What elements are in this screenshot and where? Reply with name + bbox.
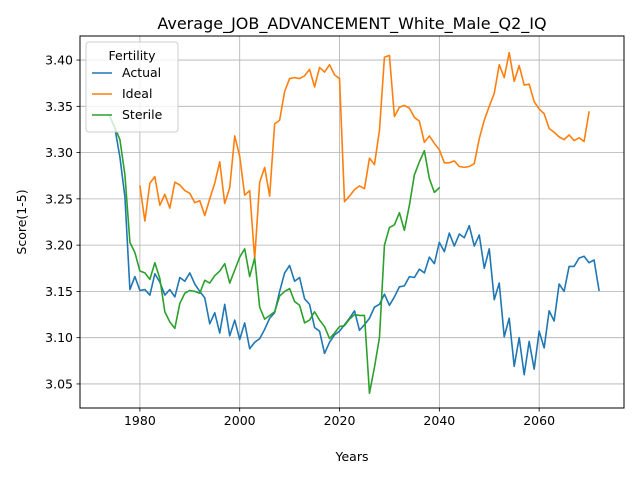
y-tick-label: 3.15 xyxy=(45,284,73,299)
y-tick-label: 3.05 xyxy=(45,376,73,391)
x-tick-label: 2040 xyxy=(423,413,455,428)
chart-title: Average_JOB_ADVANCEMENT_White_Male_Q2_IQ xyxy=(157,14,546,34)
y-tick-label: 3.35 xyxy=(45,99,73,114)
y-tick-label: 3.25 xyxy=(45,191,73,206)
x-tick-label: 1980 xyxy=(124,413,156,428)
legend-label-ideal: Ideal xyxy=(122,86,152,101)
y-tick-label: 3.20 xyxy=(45,238,73,253)
x-axis-label: Years xyxy=(335,449,369,464)
series-line-sterile xyxy=(109,115,441,394)
series-line-actual xyxy=(109,115,600,376)
series-line-ideal xyxy=(139,51,590,260)
plot-frame xyxy=(79,35,625,409)
y-tick-label: 3.10 xyxy=(45,330,73,345)
legend-box xyxy=(85,41,179,133)
x-tick-label: 2000 xyxy=(224,413,256,428)
legend-label-actual: Actual xyxy=(122,65,161,80)
legend-label-sterile: Sterile xyxy=(122,107,163,122)
y-axis-label: Score(1-5) xyxy=(14,189,29,254)
y-tick-label: 3.40 xyxy=(45,53,73,68)
legend: Fertility Actual Ideal Sterile xyxy=(85,41,179,133)
x-tick-label: 2020 xyxy=(324,413,356,428)
y-tick-label: 3.30 xyxy=(45,145,73,160)
legend-title: Fertility xyxy=(109,48,157,63)
x-tick-label: 2060 xyxy=(523,413,555,428)
